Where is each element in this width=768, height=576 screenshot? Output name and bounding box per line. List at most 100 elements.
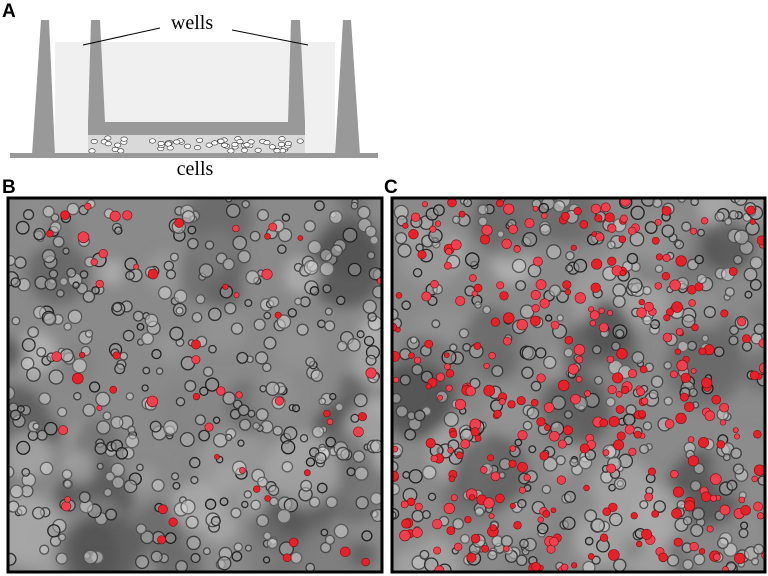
cell: [189, 456, 201, 469]
labeled-cell: [503, 203, 515, 215]
cell: [324, 534, 336, 545]
cell: [42, 312, 57, 326]
cell: [584, 449, 597, 461]
inner-wall: [88, 20, 105, 122]
texture-patch: [145, 251, 187, 294]
labeled-cell: [392, 471, 399, 481]
cell: [753, 543, 765, 555]
labeled-cell: [417, 250, 427, 260]
labeled-cell: [740, 505, 751, 516]
labeled-cell: [661, 271, 671, 281]
cell: [491, 364, 504, 378]
labeled-cell: [549, 431, 560, 442]
cell: [728, 335, 739, 346]
labeled-cell: [608, 502, 618, 512]
texture-patch: [98, 259, 125, 285]
labeled-cell: [574, 292, 586, 304]
labeled-cell: [706, 525, 714, 533]
cell: [738, 528, 749, 539]
labeled-cell: [689, 542, 699, 552]
labeled-cell: [557, 439, 567, 449]
labeled-cell: [443, 502, 455, 515]
labeled-cell: [675, 412, 687, 424]
labeled-cell: [436, 372, 446, 382]
labeled-cell: [425, 383, 432, 390]
labeled-cell: [400, 500, 409, 509]
labeled-cell: [445, 384, 453, 392]
cell: [749, 256, 763, 270]
cell: [556, 314, 564, 322]
cell: [16, 405, 25, 414]
cell: [722, 453, 731, 462]
labeled-cell: [392, 351, 401, 362]
cell: [278, 136, 286, 142]
cell: [353, 393, 368, 408]
labeled-cell: [710, 494, 718, 502]
cell: [544, 314, 553, 322]
cell: [276, 314, 292, 329]
labeled-cell: [654, 218, 662, 226]
labeled-cell: [533, 256, 543, 267]
cell: [615, 328, 625, 339]
cell: [352, 450, 366, 463]
cell: [263, 140, 271, 146]
cell: [753, 323, 765, 335]
cell: [33, 227, 46, 241]
labeled-cell: [624, 424, 635, 435]
labeled-cell: [655, 253, 663, 261]
cell: [14, 256, 27, 269]
cell: [369, 492, 382, 506]
labeled-cell: [536, 417, 546, 427]
cell: [652, 198, 663, 209]
cell: [681, 221, 692, 232]
panel-label: A: [2, 1, 16, 22]
labeled-cell: [487, 454, 495, 462]
cell: [210, 516, 221, 527]
cell: [256, 208, 270, 222]
labeled-cell: [573, 344, 586, 356]
cell: [511, 258, 527, 274]
labeled-cell: [676, 359, 688, 372]
cell: [648, 389, 659, 400]
texture-patch: [593, 299, 621, 327]
cell: [127, 425, 136, 434]
cell: [49, 221, 62, 234]
cell: [732, 254, 743, 265]
labeled-cell: [591, 258, 603, 270]
cell: [66, 267, 77, 278]
labeled-cell: [393, 376, 400, 383]
labeled-cell: [662, 253, 671, 262]
cell: [311, 425, 325, 439]
labeled-cell: [399, 529, 411, 542]
cell: [237, 249, 251, 264]
cell: [642, 315, 653, 326]
cell: [254, 147, 262, 153]
cell: [320, 528, 329, 537]
cell: [52, 235, 65, 248]
cell: [517, 498, 527, 509]
cell: [463, 198, 473, 208]
labeled-cell: [575, 376, 583, 383]
cell: [59, 277, 69, 287]
cell: [164, 141, 172, 147]
labeled-cell: [395, 292, 403, 299]
cell: [204, 498, 217, 510]
labeled-cell: [509, 445, 517, 452]
labeled-cell: [498, 398, 506, 406]
labeled-cell: [691, 323, 699, 332]
cell: [252, 421, 261, 430]
cell: [342, 227, 358, 243]
cell: [27, 326, 40, 338]
cell: [267, 484, 280, 497]
labeled-cell: [264, 495, 271, 502]
cell: [431, 319, 441, 329]
cell: [163, 260, 175, 272]
cell: [11, 316, 21, 326]
labeled-cell: [579, 220, 589, 229]
cell: [157, 140, 165, 146]
cell: [612, 283, 627, 298]
labeled-cell: [700, 217, 709, 225]
labeled-cell: [112, 351, 121, 360]
labeled-cell: [620, 198, 631, 207]
labeled-cell: [560, 563, 569, 572]
